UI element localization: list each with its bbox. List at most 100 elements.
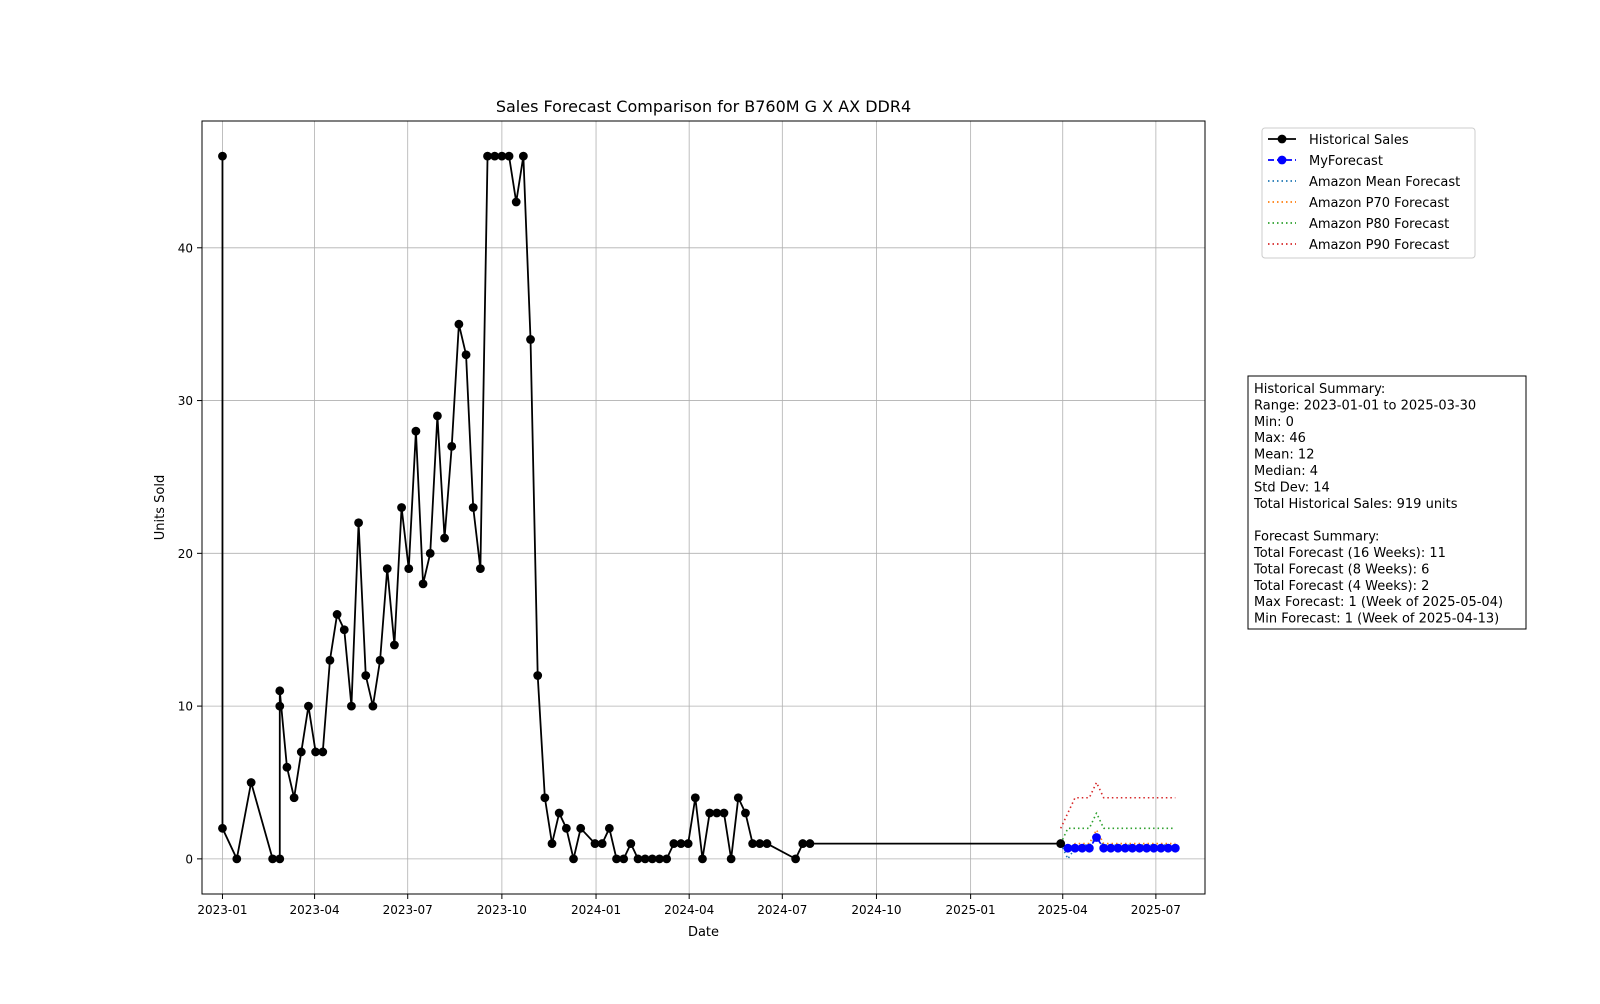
data-point-historical-sales (289, 793, 299, 803)
data-point-historical-sales (368, 701, 378, 711)
data-point-historical-sales (218, 823, 227, 833)
data-point-historical-sales (676, 839, 686, 848)
data-point-historical-sales (418, 579, 428, 589)
data-point-historical-sales (504, 151, 514, 161)
data-point-historical-sales (640, 854, 650, 864)
legend: Historical Sales MyForecast Amazon Mean Fo… (1261, 127, 1476, 259)
summary-line: Forecast Summary: (1254, 530, 1379, 545)
series-amazon-p70-forecast (1060, 829, 1176, 851)
data-point-historical-sales (390, 640, 399, 650)
legend-marker-myforecast (1277, 155, 1287, 165)
data-point-myforecast (1099, 843, 1109, 853)
x-tick-label: 2023-07 (383, 903, 433, 917)
summary-line: Min: 0 (1254, 415, 1294, 430)
data-point-historical-sales (576, 823, 586, 833)
data-point-historical-sales (647, 854, 657, 864)
axis-ticks: 2023-01 2023-04 2023-07 2023-10 2024-01 2024-… (178, 241, 1181, 917)
data-point-historical-sales (382, 564, 392, 574)
summary-line: Total Historical Sales: 919 units (1253, 497, 1458, 512)
data-point-historical-sales (447, 441, 457, 451)
data-point-historical-sales (540, 793, 550, 803)
data-point-historical-sales (318, 747, 328, 757)
data-point-historical-sales (655, 854, 664, 864)
y-tick-label: 30 (178, 394, 193, 408)
data-point-historical-sales (726, 854, 736, 864)
y-tick-label: 0 (185, 852, 193, 866)
data-point-historical-sales (275, 701, 285, 711)
data-point-historical-sales (397, 503, 406, 512)
data-point-historical-sales (698, 854, 707, 864)
data-point-myforecast (1170, 843, 1180, 853)
data-point-myforecast (1149, 843, 1159, 853)
summary-line: Min Forecast: 1 (Week of 2025-04-13) (1254, 612, 1499, 627)
data-point-historical-sales (569, 854, 578, 864)
data-point-historical-sales (626, 839, 636, 848)
summary-line: Total Forecast (4 Weeks): 2 (1253, 579, 1429, 594)
data-point-historical-sales (411, 426, 421, 436)
legend-label-myforecast: MyForecast (1309, 154, 1383, 169)
x-tick-label: 2024-10 (851, 903, 901, 917)
data-point-historical-sales (619, 854, 629, 864)
data-point-historical-sales (347, 701, 356, 711)
summary-line: Total Forecast (16 Weeks): 11 (1253, 546, 1446, 561)
data-point-historical-sales (511, 197, 521, 207)
data-point-myforecast (1120, 843, 1130, 853)
data-point-historical-sales (1056, 839, 1066, 848)
data-point-historical-sales (733, 793, 743, 803)
data-point-historical-sales (554, 808, 564, 818)
data-point-myforecast (1163, 843, 1173, 853)
data-point-myforecast (1127, 843, 1137, 853)
data-point-historical-sales (432, 411, 442, 421)
data-point-myforecast (1092, 833, 1101, 842)
series-line-amazon-p80-forecast (1059, 812, 1176, 844)
data-point-historical-sales (590, 839, 600, 848)
x-tick-label: 2023-10 (477, 903, 527, 917)
series-amazon-p80-forecast (1059, 812, 1176, 844)
data-point-historical-sales (741, 808, 750, 818)
legend-label-amazon-p90-forecast: Amazon P90 Forecast (1309, 238, 1449, 253)
summary-line: Max: 46 (1254, 431, 1306, 446)
summary-frame (1247, 375, 1527, 630)
data-point-myforecast (1142, 843, 1152, 853)
data-point-historical-sales (705, 808, 715, 818)
data-point-historical-sales (690, 793, 700, 803)
summary-line: Mean: 12 (1254, 448, 1314, 463)
data-point-historical-sales (354, 518, 363, 528)
data-point-myforecast (1156, 843, 1166, 853)
summary-line: Range: 2023-01-01 to 2025-03-30 (1254, 398, 1476, 413)
data-point-historical-sales (440, 533, 449, 543)
y-tick-label: 20 (178, 547, 193, 561)
data-point-historical-sales (332, 610, 342, 619)
legend-marker-historical-sales (1277, 134, 1287, 144)
data-point-historical-sales (683, 839, 693, 848)
data-point-myforecast (1084, 843, 1094, 853)
data-point-myforecast (1070, 843, 1080, 853)
data-point-historical-sales (375, 655, 385, 665)
data-point-historical-sales (533, 671, 543, 680)
y-tick-label: 40 (178, 241, 193, 255)
y-axis-label: Units Sold (153, 475, 168, 540)
data-point-historical-sales (275, 686, 285, 696)
summary-box: Historical Summary:Range: 2023-01-01 to … (1247, 375, 1527, 630)
x-tick-label: 2024-07 (757, 903, 807, 917)
data-point-historical-sales (561, 823, 571, 833)
data-point-myforecast (1135, 843, 1144, 853)
x-tick-label: 2023-01 (197, 903, 247, 917)
data-point-historical-sales (483, 151, 492, 161)
data-point-historical-sales (275, 854, 285, 864)
data-point-historical-sales (361, 671, 371, 680)
data-point-historical-sales (748, 839, 758, 848)
x-tick-label: 2023-04 (290, 903, 340, 917)
data-point-historical-sales (805, 839, 815, 848)
data-point-historical-sales (296, 747, 306, 757)
data-point-myforecast (1113, 843, 1123, 853)
summary-line: Std Dev: 14 (1254, 480, 1330, 495)
data-point-historical-sales (404, 564, 414, 574)
data-point-historical-sales (218, 151, 227, 161)
series-myforecast (1063, 833, 1180, 853)
data-point-historical-sales (304, 701, 313, 711)
x-tick-label: 2025-01 (946, 903, 996, 917)
data-point-historical-sales (547, 839, 557, 848)
data-point-historical-sales (604, 823, 614, 833)
